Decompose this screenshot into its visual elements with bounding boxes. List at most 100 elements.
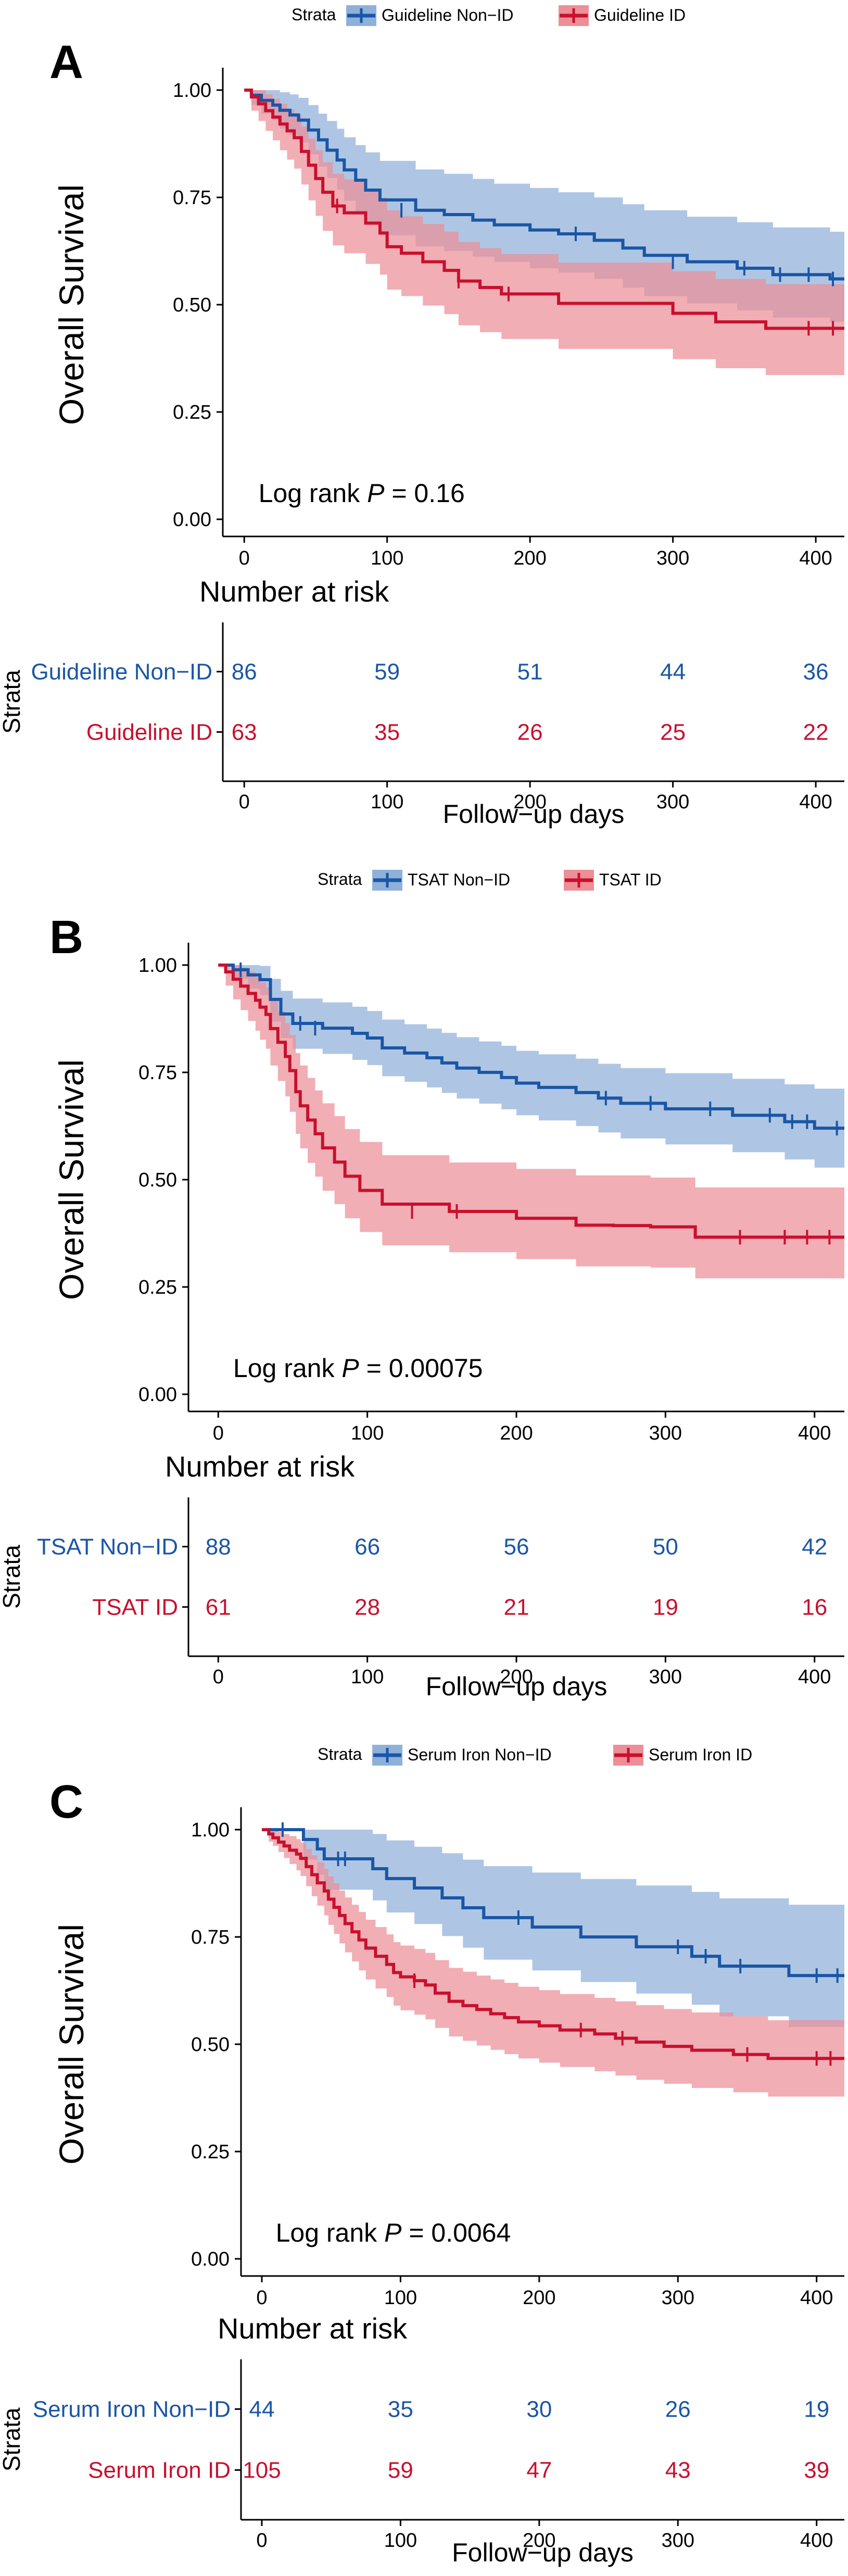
survival-curve (244, 88, 844, 281)
y-tick-label: 1.00 (191, 1819, 230, 1841)
risk-x-tick-label: 200 (513, 791, 546, 813)
ci-band (218, 965, 844, 1168)
legend-label: TSAT Non−ID (408, 870, 510, 889)
plot-area (218, 962, 844, 1279)
y-axis-title: Overall Survival (52, 184, 91, 425)
legend: Strata TSAT Non−ID TSAT ID (318, 870, 662, 891)
risk-row-label: Serum Iron ID (88, 2458, 231, 2483)
risk-count: 56 (504, 1534, 529, 1560)
x-tick-label: 400 (799, 547, 832, 569)
log-rank-prefix: Log rank (259, 479, 367, 508)
y-tick-label: 1.00 (138, 955, 177, 977)
x-tick-label: 400 (800, 2287, 833, 2309)
x-tick-label: 100 (351, 1422, 384, 1444)
risk-x-tick-label: 100 (351, 1666, 384, 1688)
x-tick-label: 0 (239, 547, 250, 569)
risk-table-title: Number at risk (199, 575, 389, 608)
x-tick-label: 400 (798, 1422, 831, 1444)
risk-table-title: Number at risk (218, 2312, 408, 2345)
legend-title: Strata (318, 870, 362, 889)
x-tick-label: 0 (213, 1422, 224, 1444)
x-axis-title: Follow−up days (443, 799, 625, 829)
y-tick-label: 1.00 (173, 80, 211, 102)
y-tick-label: 0.75 (173, 187, 211, 209)
x-tick-label: 200 (523, 2287, 555, 2309)
risk-row-label: Guideline ID (86, 719, 212, 745)
risk-x-tick-label: 400 (800, 2530, 833, 2552)
risk-count: 59 (388, 2458, 413, 2483)
risk-row-label: Guideline Non−ID (31, 659, 212, 685)
risk-count: 35 (374, 719, 400, 745)
survival-curve (261, 1828, 844, 1978)
x-tick-label: 300 (656, 547, 689, 569)
risk-count: 105 (243, 2458, 281, 2483)
legend: Strata Serum Iron Non−ID Serum Iron ID (318, 1745, 752, 1766)
risk-count: 25 (660, 719, 686, 745)
legend-title: Strata (292, 5, 336, 24)
risk-count: 51 (517, 659, 543, 685)
legend-title: Strata (318, 1745, 362, 1764)
x-tick-label: 100 (384, 2287, 417, 2309)
risk-x-tick-label: 300 (662, 2530, 694, 2552)
panel-label: B (49, 911, 83, 964)
km-panel-c: C Strata Serum Iron Non−ID Serum Iron ID Ove… (0, 1745, 844, 2567)
risk-x-tick-label: 100 (371, 791, 403, 813)
risk-x-tick-label: 300 (656, 791, 689, 813)
legend: Strata Guideline Non−ID Guideline ID (292, 5, 686, 26)
ci-band (244, 90, 844, 322)
legend-label: TSAT ID (599, 870, 662, 889)
plot-area (261, 1822, 844, 2097)
risk-x-tick-label: 400 (798, 1666, 831, 1688)
y-tick-label: 0.00 (173, 509, 211, 531)
x-tick-label: 300 (649, 1422, 682, 1444)
risk-x-tick-label: 0 (256, 2530, 267, 2552)
risk-count: 63 (232, 719, 257, 745)
y-tick-label: 0.50 (191, 2034, 230, 2056)
risk-count: 35 (388, 2396, 413, 2422)
x-tick-label: 200 (513, 547, 546, 569)
risk-count: 16 (802, 1594, 827, 1620)
risk-count: 50 (653, 1534, 678, 1560)
risk-x-tick-label: 100 (384, 2530, 417, 2552)
ci-band (261, 1829, 844, 2097)
ci-band (244, 90, 844, 376)
legend-label: Serum Iron ID (649, 1745, 752, 1764)
risk-row-label: TSAT ID (92, 1594, 178, 1620)
y-tick-label: 0.50 (138, 1169, 177, 1191)
panel-label: A (49, 36, 83, 89)
y-tick-label: 0.75 (191, 1927, 230, 1948)
risk-x-tick-label: 300 (649, 1666, 682, 1688)
risk-count: 61 (206, 1594, 231, 1620)
risk-count: 26 (517, 719, 543, 745)
risk-count: 30 (526, 2396, 552, 2422)
risk-count: 36 (803, 659, 829, 685)
y-tick-label: 0.00 (138, 1384, 177, 1406)
km-panel-b: B Strata TSAT Non−ID TSAT ID Overall Surviva… (0, 870, 844, 1701)
log-rank-annotation: Log rank P = 0.16 (259, 479, 465, 508)
risk-count: 44 (660, 659, 686, 685)
risk-count: 88 (206, 1534, 231, 1560)
risk-count: 39 (804, 2458, 829, 2483)
log-rank-p: P (384, 2218, 402, 2247)
log-rank-prefix: Log rank (276, 2218, 384, 2247)
legend-label: Guideline Non−ID (382, 6, 513, 24)
risk-count: 19 (804, 2396, 829, 2422)
risk-strata-title: Strata (0, 1545, 25, 1609)
log-rank-value: = 0.00075 (359, 1354, 483, 1383)
km-panel-a: A Strata Guideline Non−ID Guideline ID Overa… (0, 5, 844, 829)
y-axis-title: Overall Survival (52, 1059, 91, 1300)
log-rank-p: P (341, 1354, 359, 1383)
risk-count: 47 (526, 2458, 552, 2483)
panel-label: C (49, 1776, 83, 1828)
risk-count: 21 (504, 1594, 529, 1620)
plot-area (244, 88, 844, 376)
risk-count: 28 (355, 1594, 380, 1620)
risk-row-label: Serum Iron Non−ID (33, 2396, 231, 2422)
risk-x-tick-label: 400 (799, 791, 832, 813)
risk-count: 44 (249, 2396, 274, 2422)
y-tick-label: 0.25 (191, 2141, 230, 2163)
log-rank-value: = 0.0064 (401, 2218, 511, 2247)
y-tick-label: 0.75 (138, 1062, 177, 1084)
risk-count: 59 (374, 659, 400, 685)
